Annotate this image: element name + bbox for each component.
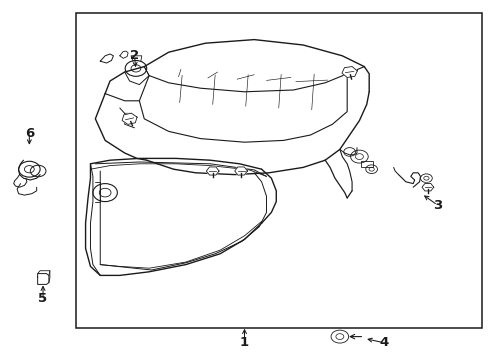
Polygon shape [122,113,137,125]
Bar [360,161,372,167]
Bar [76,13,481,328]
Polygon shape [421,184,433,191]
Text: 2: 2 [130,49,139,62]
Text: 3: 3 [432,199,441,212]
Polygon shape [341,67,357,77]
Text: 4: 4 [379,336,387,349]
Text: 1: 1 [240,336,248,349]
Polygon shape [234,167,247,175]
Polygon shape [206,167,219,175]
Text: 6: 6 [25,127,34,140]
Text: 5: 5 [39,292,47,305]
